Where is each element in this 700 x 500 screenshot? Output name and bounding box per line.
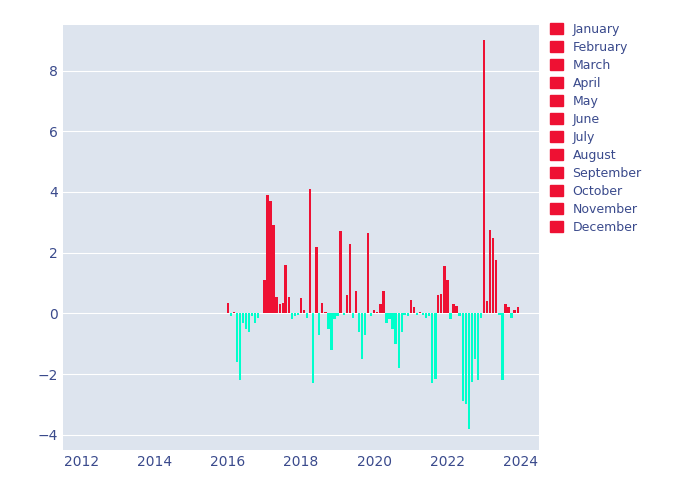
Bar bbox=[421, 314, 424, 315]
Bar bbox=[431, 314, 433, 383]
Bar bbox=[233, 312, 235, 314]
Bar bbox=[340, 232, 342, 314]
Bar bbox=[471, 314, 473, 382]
Bar bbox=[242, 314, 244, 322]
Bar bbox=[239, 314, 241, 380]
Bar bbox=[318, 314, 321, 334]
Bar bbox=[501, 314, 503, 380]
Bar bbox=[462, 314, 464, 402]
Bar bbox=[407, 314, 409, 316]
Bar bbox=[355, 290, 357, 314]
Bar bbox=[440, 294, 442, 314]
Bar bbox=[364, 314, 366, 334]
Bar bbox=[272, 226, 274, 314]
Bar bbox=[489, 230, 491, 314]
Bar bbox=[437, 295, 440, 314]
Bar bbox=[474, 314, 476, 359]
Bar bbox=[443, 266, 446, 314]
Bar bbox=[290, 314, 293, 320]
Bar bbox=[400, 314, 403, 332]
Bar bbox=[389, 314, 391, 320]
Bar bbox=[465, 314, 467, 404]
Bar bbox=[410, 300, 412, 314]
Bar bbox=[315, 246, 318, 314]
Bar bbox=[379, 304, 382, 314]
Bar bbox=[312, 314, 314, 383]
Bar bbox=[236, 314, 238, 362]
Bar bbox=[288, 296, 290, 314]
Bar bbox=[403, 314, 406, 315]
Bar bbox=[447, 280, 449, 314]
Bar bbox=[333, 314, 336, 320]
Bar bbox=[373, 310, 375, 314]
Bar bbox=[495, 260, 498, 314]
Bar bbox=[321, 303, 323, 314]
Bar bbox=[302, 310, 305, 314]
Bar bbox=[270, 201, 272, 314]
Bar bbox=[428, 314, 430, 316]
Bar bbox=[263, 280, 265, 314]
Bar bbox=[477, 314, 479, 380]
Legend: January, February, March, April, May, June, July, August, September, October, No: January, February, March, April, May, Ju… bbox=[550, 22, 642, 234]
Bar bbox=[492, 238, 494, 314]
Bar bbox=[297, 314, 300, 315]
Bar bbox=[257, 314, 260, 318]
Bar bbox=[425, 314, 428, 318]
Bar bbox=[391, 314, 393, 328]
Bar bbox=[248, 314, 250, 332]
Bar bbox=[504, 304, 507, 314]
Bar bbox=[468, 314, 470, 429]
Bar bbox=[434, 314, 437, 378]
Bar bbox=[452, 304, 455, 314]
Bar bbox=[266, 195, 269, 314]
Bar bbox=[508, 308, 510, 314]
Bar bbox=[385, 314, 388, 322]
Bar bbox=[251, 314, 253, 316]
Bar bbox=[382, 290, 384, 314]
Bar bbox=[328, 314, 330, 328]
Bar bbox=[275, 296, 278, 314]
Bar bbox=[346, 295, 348, 314]
Bar bbox=[480, 314, 482, 318]
Bar bbox=[483, 40, 485, 314]
Bar bbox=[281, 303, 284, 314]
Bar bbox=[394, 314, 397, 344]
Bar bbox=[279, 304, 281, 314]
Bar bbox=[370, 314, 372, 316]
Bar bbox=[367, 233, 369, 314]
Bar bbox=[306, 314, 309, 318]
Bar bbox=[412, 308, 415, 314]
Bar bbox=[337, 314, 339, 316]
Bar bbox=[330, 314, 332, 350]
Bar bbox=[245, 314, 247, 328]
Bar bbox=[300, 298, 302, 314]
Bar bbox=[309, 189, 312, 314]
Bar bbox=[324, 312, 327, 314]
Bar bbox=[343, 314, 345, 315]
Bar bbox=[517, 308, 519, 314]
Bar bbox=[419, 312, 421, 314]
Bar bbox=[458, 314, 461, 316]
Bar bbox=[486, 301, 488, 314]
Bar bbox=[456, 306, 458, 314]
Bar bbox=[513, 310, 516, 314]
Bar bbox=[254, 314, 256, 322]
Bar bbox=[352, 314, 354, 318]
Bar bbox=[227, 303, 229, 314]
Bar bbox=[230, 314, 232, 316]
Bar bbox=[510, 314, 512, 318]
Bar bbox=[398, 314, 400, 368]
Bar bbox=[416, 314, 419, 315]
Bar bbox=[349, 244, 351, 314]
Bar bbox=[361, 314, 363, 359]
Bar bbox=[293, 314, 296, 316]
Bar bbox=[358, 314, 360, 332]
Bar bbox=[284, 265, 287, 314]
Bar bbox=[498, 314, 500, 315]
Bar bbox=[449, 314, 452, 320]
Bar bbox=[376, 312, 379, 314]
